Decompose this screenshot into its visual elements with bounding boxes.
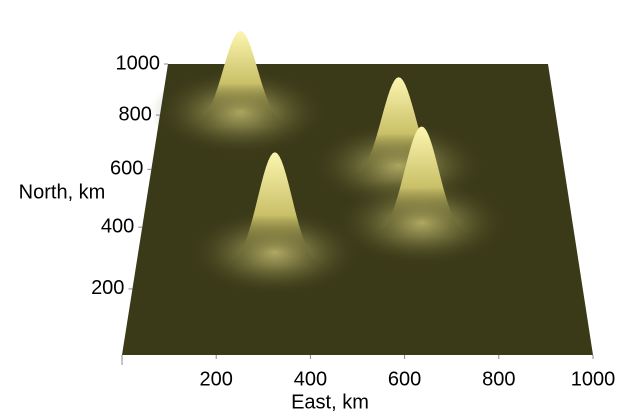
peak [366,126,475,237]
y-tick-label: 200 [91,277,124,299]
y-tick-label: 400 [101,215,134,237]
x-tick-label: 400 [294,368,327,390]
x-tick-label: 800 [482,368,515,390]
peak [219,152,328,267]
peak [185,30,294,127]
x-tick-label: 1000 [571,368,616,390]
y-tick-label: 800 [119,103,152,125]
x-tick-label: 600 [388,368,421,390]
y-tick-label: 1000 [116,52,161,74]
y-axis-label: North, km [19,181,106,203]
y-tick-label: 600 [110,158,143,180]
x-tick-label: 200 [200,368,233,390]
x-axis-label: East, km [291,391,369,413]
